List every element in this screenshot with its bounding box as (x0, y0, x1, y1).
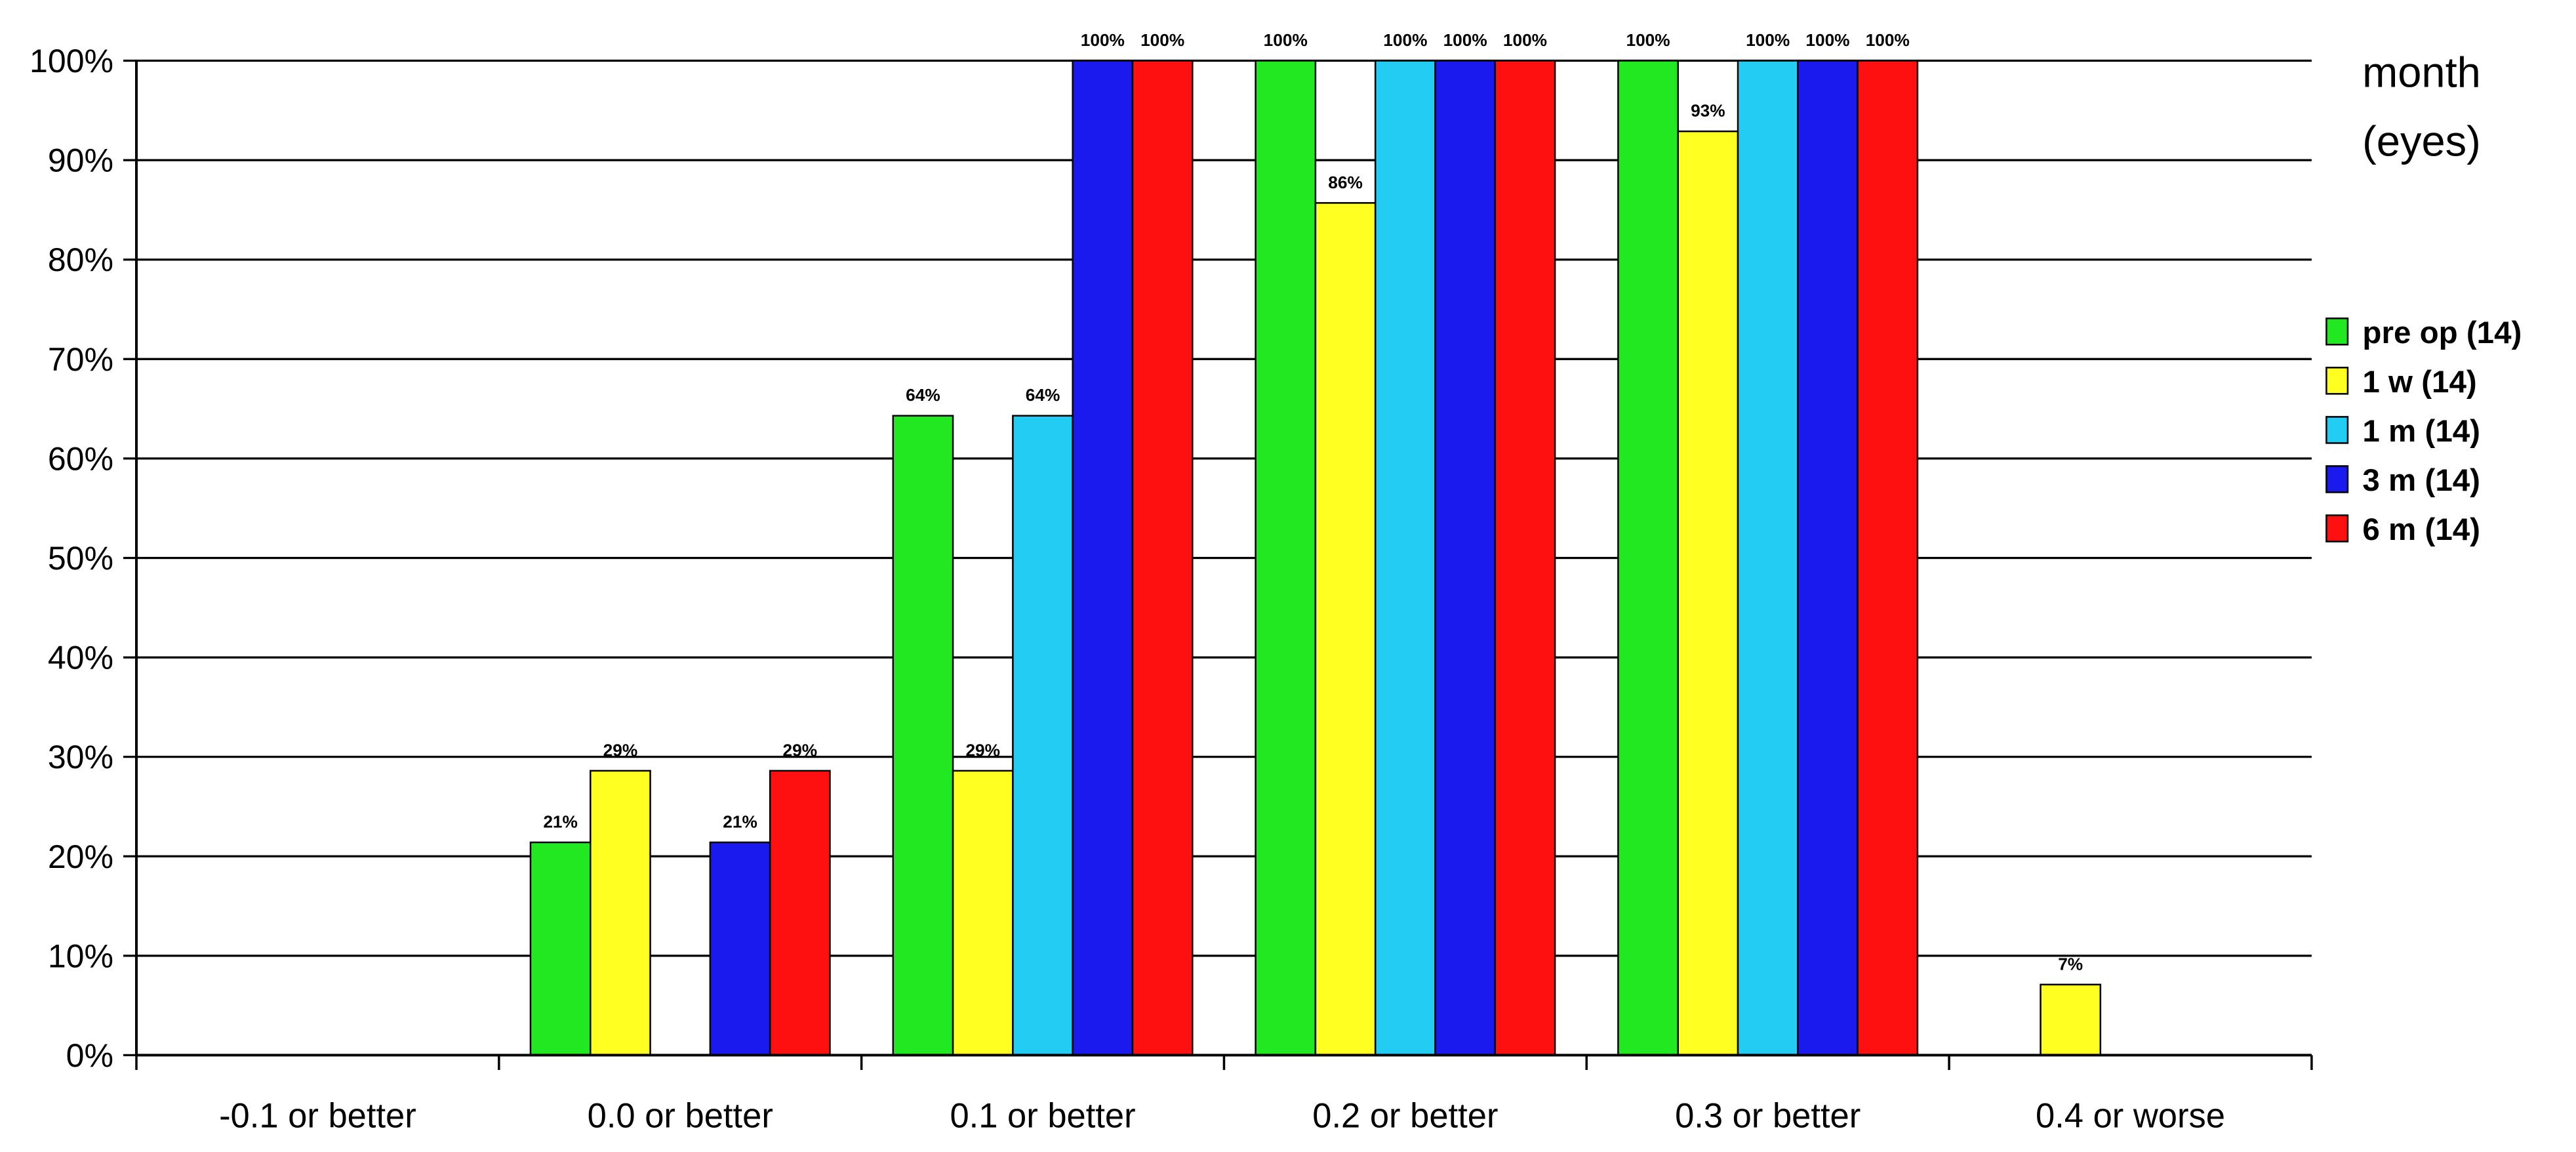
y-tick-label: 60% (48, 440, 113, 477)
bar (1012, 415, 1074, 1056)
legend-swatch (2325, 465, 2349, 493)
bar (1494, 60, 1556, 1056)
bar (529, 841, 592, 1056)
bar (892, 415, 954, 1056)
data-label: 100% (1081, 30, 1125, 50)
legend-entry-label: pre op (14) (2362, 316, 2522, 350)
data-label: 100% (1140, 30, 1184, 50)
data-label: 21% (723, 812, 757, 832)
data-labels: 21% 29% 21% 29% 64% 29% 64% 100% 100% 100% 86% 100%… (543, 30, 2083, 974)
data-label: 21% (543, 812, 578, 832)
y-tick-label: 90% (48, 142, 113, 179)
x-tick-label: 0.4 or worse (2036, 1096, 2225, 1135)
y-tick-label: 80% (48, 241, 113, 278)
bars (529, 60, 2102, 1056)
legend-entry-label: 3 m (14) (2362, 463, 2480, 498)
bar (1797, 60, 1859, 1056)
data-label: 64% (906, 385, 940, 405)
data-label: 100% (1626, 30, 1670, 50)
data-label: 100% (1264, 30, 1308, 50)
data-label: 100% (1746, 30, 1790, 50)
legend-swatch (2325, 514, 2349, 543)
data-label: 86% (1328, 173, 1363, 192)
y-axis-tick-labels: 0% 10% 20% 30% 40% 50% 60% 70% 80% 90% 100% (30, 43, 113, 1074)
bar (1617, 60, 1679, 1056)
y-tick-label: 70% (48, 341, 113, 378)
legend-swatch (2325, 367, 2349, 395)
x-tick-label: -0.1 or better (219, 1096, 416, 1135)
legend-entry-label: 6 m (14) (2362, 512, 2480, 547)
y-tick-label: 40% (48, 640, 113, 676)
legend: pre op (14) 1 w (14) 1 m (14) 3 m (14) 6 m (… (2325, 316, 2522, 547)
data-label: 7% (2058, 954, 2083, 974)
bar (1255, 60, 1317, 1056)
data-label: 29% (783, 740, 818, 760)
data-label: 29% (965, 740, 1000, 760)
data-label: 64% (1026, 385, 1060, 405)
legend-swatch (2325, 416, 2349, 444)
x-tick-label: 0.1 or better (950, 1096, 1135, 1135)
axes (134, 60, 2313, 1070)
data-label: 93% (1691, 101, 1725, 121)
data-label: 100% (1383, 30, 1427, 50)
data-label: 100% (1866, 30, 1910, 50)
legend-swatch (2325, 318, 2349, 346)
bar (1374, 60, 1436, 1056)
legend-entry-label: 1 w (14) (2362, 365, 2476, 400)
data-label: 29% (603, 740, 638, 760)
bar (1737, 60, 1799, 1056)
gridlines (123, 59, 2312, 1057)
x-tick-label: 0.3 or better (1675, 1096, 1861, 1135)
y-tick-label: 100% (30, 43, 113, 79)
x-tick-label: 0.2 or better (1312, 1096, 1498, 1135)
bar (1314, 202, 1377, 1056)
legend-entry-label: 1 m (14) (2362, 414, 2480, 449)
data-label: 100% (1805, 30, 1849, 50)
bar (1434, 60, 1497, 1056)
bar (1677, 130, 1739, 1056)
bar (952, 770, 1014, 1056)
data-label: 100% (1503, 30, 1547, 50)
bar (590, 770, 651, 1056)
bar (2040, 983, 2102, 1056)
data-label: 100% (1443, 30, 1487, 50)
bar (769, 770, 831, 1056)
bar (1072, 60, 1134, 1056)
y-tick-label: 20% (48, 838, 113, 875)
y-tick-label: 0% (66, 1037, 113, 1074)
y-tick-label: 50% (48, 540, 113, 577)
y-tick-label: 30% (48, 739, 113, 775)
x-axis-tick-labels: -0.1 or better 0.0 or better 0.1 or better… (219, 1096, 2225, 1135)
bar (1131, 60, 1194, 1056)
y-tick-label: 10% (48, 937, 113, 974)
legend-unit-label-line-1: month (2362, 49, 2481, 96)
bar (1857, 60, 1919, 1056)
legend-unit-label-line-2: (eyes) (2362, 117, 2481, 165)
bar (709, 841, 771, 1056)
x-tick-label: 0.0 or better (588, 1096, 773, 1135)
